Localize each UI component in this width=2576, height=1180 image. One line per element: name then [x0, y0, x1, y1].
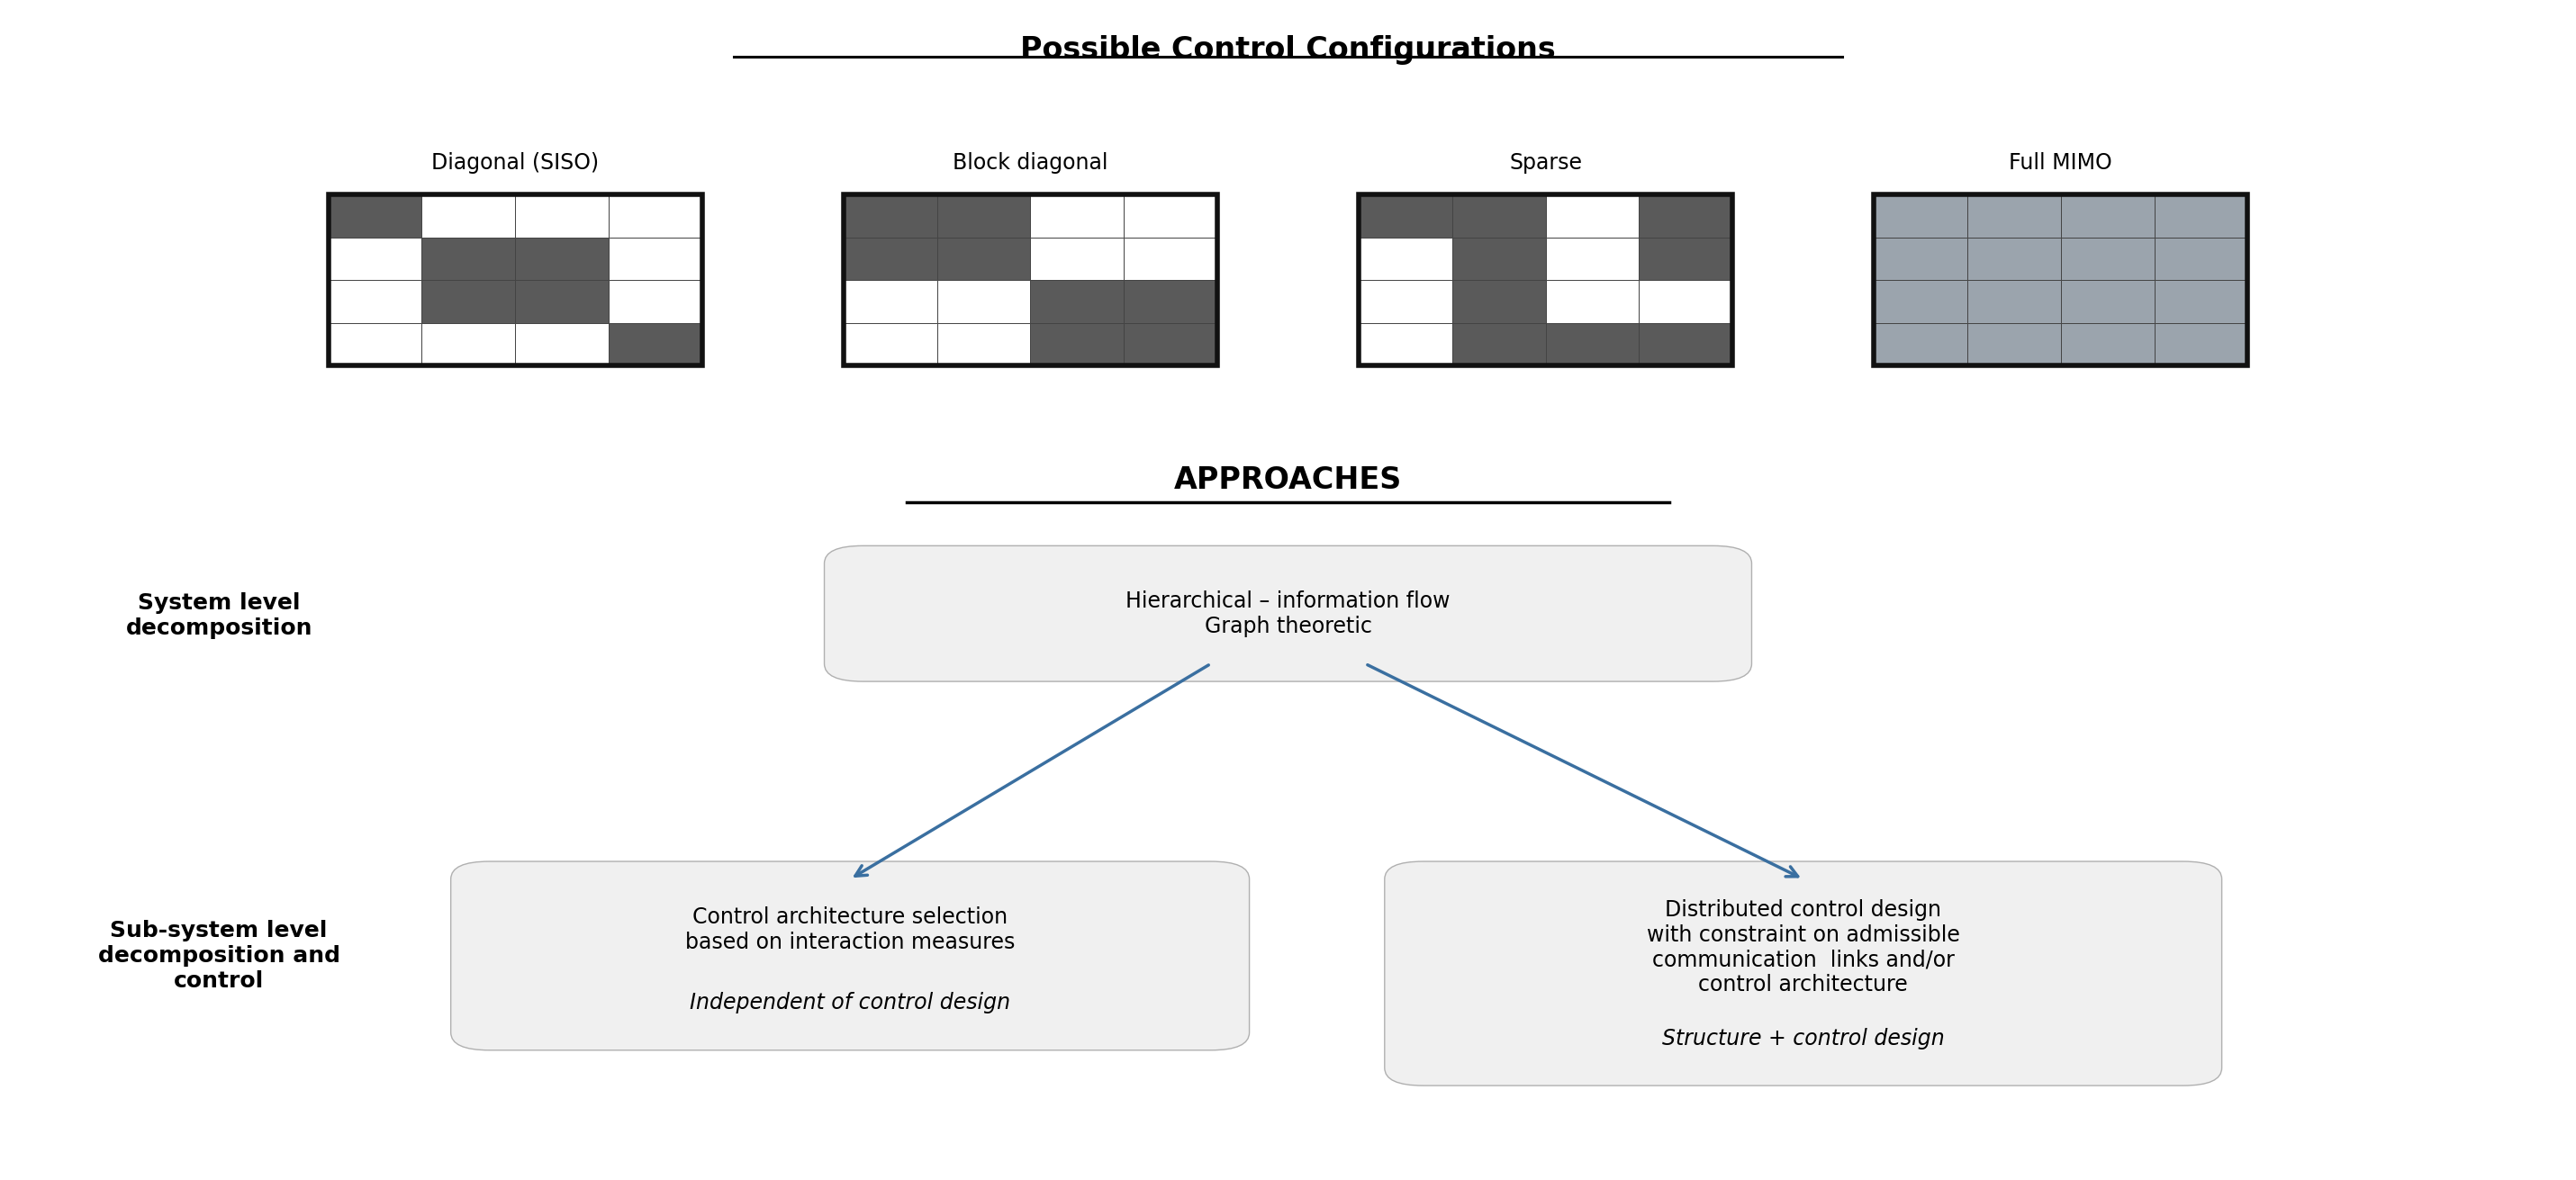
Bar — [938, 195, 1030, 237]
FancyBboxPatch shape — [451, 861, 1249, 1050]
Bar — [1546, 195, 1638, 237]
Text: Structure + control design: Structure + control design — [1662, 1028, 1945, 1049]
Bar — [608, 323, 701, 366]
Bar — [1360, 323, 1453, 366]
Bar — [1453, 280, 1546, 323]
Bar — [1638, 323, 1731, 366]
Text: Hierarchical – information flow
Graph theoretic: Hierarchical – information flow Graph th… — [1126, 590, 1450, 637]
Text: Independent of control design: Independent of control design — [690, 992, 1010, 1014]
Bar — [422, 323, 515, 366]
Bar — [515, 195, 608, 237]
Bar — [515, 280, 608, 323]
Bar — [1546, 323, 1638, 366]
Bar — [1123, 280, 1218, 323]
Bar — [1873, 237, 1968, 281]
Bar — [1638, 195, 1731, 237]
Bar — [515, 323, 608, 366]
Bar — [2061, 237, 2154, 281]
Bar — [330, 195, 422, 237]
Bar — [1030, 195, 1123, 237]
Bar — [2061, 323, 2154, 366]
Bar — [422, 195, 515, 237]
Bar — [1030, 323, 1123, 366]
Bar — [1360, 280, 1453, 323]
Bar — [1546, 237, 1638, 281]
Bar — [330, 195, 701, 366]
Text: System level
decomposition: System level decomposition — [126, 592, 312, 640]
Text: Full MIMO: Full MIMO — [2009, 152, 2112, 173]
Bar — [1638, 237, 1731, 281]
Bar — [1453, 323, 1546, 366]
FancyBboxPatch shape — [824, 545, 1752, 681]
Bar — [1968, 280, 2061, 323]
Bar — [608, 280, 701, 323]
Text: Distributed control design
with constraint on admissible
communication  links an: Distributed control design with constrai… — [1646, 899, 1960, 996]
Bar — [845, 323, 938, 366]
Bar — [1873, 323, 1968, 366]
Bar — [1968, 195, 2061, 237]
Bar — [845, 280, 938, 323]
Bar — [422, 237, 515, 281]
Bar — [2154, 280, 2246, 323]
Bar — [1123, 195, 1218, 237]
Text: Sub-system level
decomposition and
control: Sub-system level decomposition and contr… — [98, 920, 340, 991]
Bar — [1453, 195, 1546, 237]
Text: Sparse: Sparse — [1510, 152, 1582, 173]
Bar — [2061, 195, 2154, 237]
Bar — [1968, 323, 2061, 366]
Bar — [845, 237, 938, 281]
Bar — [845, 195, 1218, 366]
Text: Block diagonal: Block diagonal — [953, 152, 1108, 173]
Bar — [2154, 195, 2246, 237]
Bar — [1360, 195, 1453, 237]
Bar — [1360, 195, 1731, 366]
Bar — [1873, 195, 2246, 366]
Bar — [2154, 237, 2246, 281]
Text: Possible Control Configurations: Possible Control Configurations — [1020, 35, 1556, 65]
Bar — [1453, 237, 1546, 281]
Bar — [1030, 280, 1123, 323]
Bar — [1968, 237, 2061, 281]
Bar — [1123, 323, 1218, 366]
Bar — [938, 280, 1030, 323]
FancyBboxPatch shape — [1386, 861, 2221, 1086]
Bar — [515, 237, 608, 281]
Bar — [1546, 280, 1638, 323]
Text: Control architecture selection
based on interaction measures: Control architecture selection based on … — [685, 906, 1015, 953]
Text: APPROACHES: APPROACHES — [1175, 465, 1401, 496]
Bar — [1873, 280, 1968, 323]
Bar — [938, 323, 1030, 366]
Bar — [1638, 280, 1731, 323]
Bar — [938, 237, 1030, 281]
Bar — [608, 237, 701, 281]
Bar — [330, 280, 422, 323]
Bar — [1360, 237, 1453, 281]
Bar — [608, 195, 701, 237]
Text: Diagonal (SISO): Diagonal (SISO) — [430, 152, 600, 173]
Bar — [330, 323, 422, 366]
Bar — [2154, 323, 2246, 366]
Bar — [1030, 237, 1123, 281]
Bar — [2061, 280, 2154, 323]
Bar — [422, 280, 515, 323]
Bar — [1873, 195, 1968, 237]
Bar — [1123, 237, 1218, 281]
Bar — [845, 195, 938, 237]
Bar — [330, 237, 422, 281]
